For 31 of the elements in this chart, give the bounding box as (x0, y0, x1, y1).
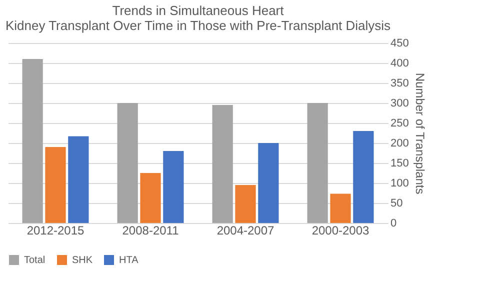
chart-title: Trends in Simultaneous Heart Kidney Transplant Over Time in Those with Pre-Transplant Dialysis (5, 3, 392, 33)
y-axis-title: Number of Transplants (412, 72, 427, 194)
x-tick-label: 2004-2007 (216, 224, 275, 238)
x-tick-label: 2012-2015 (26, 224, 85, 238)
bar (22, 59, 43, 223)
bar (45, 147, 66, 223)
legend-label: SHK (72, 255, 93, 266)
bar (353, 131, 374, 223)
bar (307, 103, 328, 223)
y-tick-label: 350 (390, 78, 409, 90)
x-tick-label: 2000-2003 (312, 224, 370, 238)
bar (140, 173, 161, 223)
y-tick-label: 0 (390, 218, 397, 230)
bar (163, 151, 184, 223)
x-tick-label: 2008-2011 (122, 224, 180, 238)
bar (258, 143, 279, 223)
y-tick-label: 100 (390, 178, 409, 190)
bar (117, 103, 138, 223)
bar (212, 105, 233, 223)
y-tick-label: 450 (390, 38, 409, 50)
bar (235, 185, 256, 223)
y-tick-label: 150 (390, 158, 409, 170)
y-tick-label: 300 (390, 98, 409, 110)
bar (68, 136, 89, 223)
legend-label: Total (24, 255, 46, 266)
y-tick-label: 250 (390, 118, 409, 130)
bar (330, 194, 351, 223)
y-tick-label: 200 (390, 138, 409, 150)
y-tick-label: 50 (390, 198, 403, 210)
legend-label: HTA (119, 255, 139, 266)
y-tick-label: 400 (390, 58, 409, 70)
